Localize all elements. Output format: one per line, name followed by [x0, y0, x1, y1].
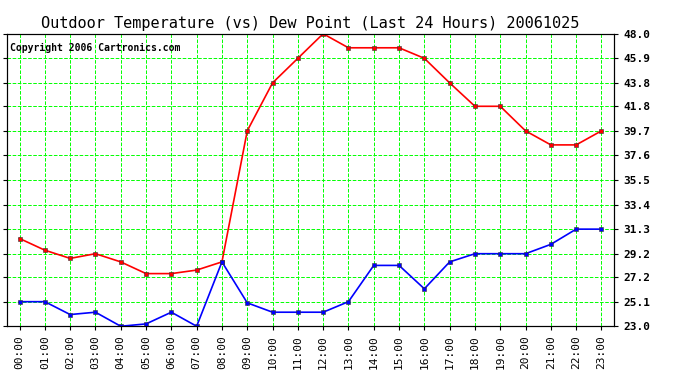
Title: Outdoor Temperature (vs) Dew Point (Last 24 Hours) 20061025: Outdoor Temperature (vs) Dew Point (Last… — [41, 16, 580, 31]
Text: Copyright 2006 Cartronics.com: Copyright 2006 Cartronics.com — [10, 42, 180, 52]
